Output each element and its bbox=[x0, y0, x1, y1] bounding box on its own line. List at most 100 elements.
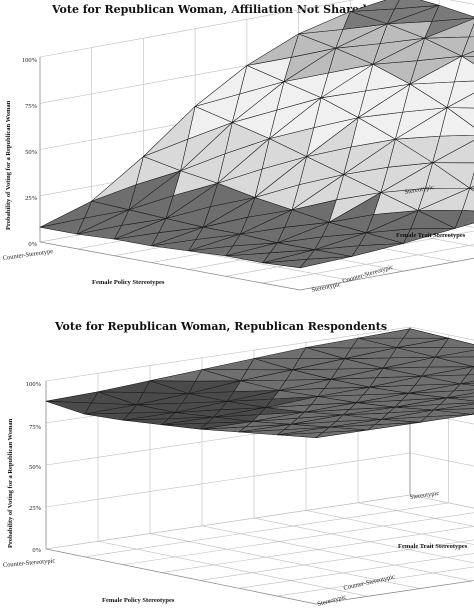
z-gridline bbox=[45, 494, 474, 550]
x-gridline bbox=[161, 525, 474, 573]
surface-facet bbox=[461, 50, 474, 57]
surface-facet bbox=[433, 403, 474, 411]
surface-facet bbox=[265, 396, 318, 408]
surface-facet bbox=[161, 416, 214, 425]
surface-facet bbox=[217, 138, 270, 184]
surface-facet bbox=[202, 197, 256, 228]
surface-facet bbox=[240, 209, 293, 235]
chart-2-xtick-high: Stereotypic bbox=[317, 593, 348, 607]
surface-facet bbox=[114, 218, 167, 240]
surface-facet bbox=[372, 37, 425, 65]
surface-facet bbox=[149, 369, 203, 382]
surface-facet bbox=[304, 402, 357, 413]
chart-1-ztick-50: 50% bbox=[25, 149, 38, 156]
chart-2-ytick-high: Stereotypic bbox=[409, 490, 439, 501]
surface-facet bbox=[380, 162, 433, 193]
surface-facet bbox=[213, 407, 266, 418]
surface-facet bbox=[240, 369, 293, 382]
chart-2-xlabel: Female Policy Stereotypes bbox=[102, 597, 175, 604]
surface-facet bbox=[298, 11, 351, 35]
surface-facet bbox=[128, 170, 181, 211]
surface-facet bbox=[246, 33, 299, 66]
surface-facet bbox=[292, 358, 345, 371]
surface-facet bbox=[369, 375, 422, 388]
chart-1-xtick-high: Stereotypic bbox=[311, 281, 342, 294]
surface-facet bbox=[45, 391, 99, 404]
surface-facet bbox=[306, 117, 359, 157]
surface-facet bbox=[39, 200, 92, 228]
surface-facet bbox=[277, 426, 330, 436]
surface-facet bbox=[136, 393, 189, 405]
surface-facet bbox=[366, 210, 419, 234]
surface-facet bbox=[201, 358, 255, 370]
surface-facet bbox=[469, 185, 474, 189]
surface-facet bbox=[421, 366, 474, 377]
surface-facet bbox=[382, 356, 436, 369]
surface-facet bbox=[417, 187, 470, 211]
x-gridline bbox=[200, 539, 474, 581]
chart-2-ztick-0: 0% bbox=[32, 547, 41, 554]
surface-facet bbox=[226, 390, 280, 402]
chart-1-xtick-low: Counter-Stereotype bbox=[2, 248, 53, 262]
chart-2-ztick-50: 50% bbox=[29, 464, 42, 471]
chart-2: Vote for Republican Woman, Republican Re… bbox=[3, 320, 474, 608]
surface-facet bbox=[291, 174, 344, 211]
surface-facet bbox=[395, 107, 448, 140]
chart-2-zlabel: Probability of Voting for a Republican W… bbox=[7, 418, 14, 548]
surface-facet bbox=[174, 401, 228, 413]
surface-facet bbox=[460, 380, 474, 385]
z-gridline bbox=[39, 0, 474, 58]
surface-facet bbox=[225, 242, 278, 257]
chart-1-zlabel: Probability of Voting for a Republican W… bbox=[5, 100, 12, 230]
surface-facet bbox=[330, 367, 384, 380]
chart-2-xtick-low: Counter-Stereotypic bbox=[3, 557, 56, 569]
chart-1: Vote for Republican Woman, Affiliation N… bbox=[2, 0, 474, 294]
surface-facet bbox=[151, 226, 204, 247]
chart-2-ylabel: Female Trait Stereotypes bbox=[398, 543, 468, 550]
x-gridline bbox=[277, 566, 474, 597]
y-gridline bbox=[97, 373, 369, 597]
surface-facet bbox=[262, 249, 315, 264]
surface-facet bbox=[283, 47, 336, 82]
surface-facet bbox=[188, 233, 241, 252]
surface-facet bbox=[432, 140, 474, 164]
x-gridline bbox=[123, 512, 474, 565]
surface-facet bbox=[232, 81, 285, 123]
surface-facet bbox=[97, 380, 151, 393]
chart-1-ylabel: Female Trait Stereotypes bbox=[396, 232, 466, 239]
surface-facet bbox=[305, 337, 359, 349]
surface-facet bbox=[269, 97, 322, 139]
surface-facet bbox=[350, 0, 400, 12]
surface-facet bbox=[278, 379, 332, 391]
surface-facet bbox=[200, 421, 253, 430]
surface-facet bbox=[317, 386, 370, 397]
surface-facet bbox=[357, 328, 411, 339]
surface-facet bbox=[188, 380, 241, 394]
surface-facet bbox=[45, 400, 92, 415]
chart-1-xlabel: Female Policy Stereotypes bbox=[92, 279, 165, 286]
surface-facet bbox=[446, 392, 474, 399]
surface-facet bbox=[76, 209, 130, 235]
chart-1-surface bbox=[39, 0, 474, 269]
surface-facet bbox=[328, 192, 382, 223]
surface-facet bbox=[290, 414, 344, 425]
surface-facet bbox=[165, 182, 218, 219]
surface-facet bbox=[356, 393, 409, 403]
surface-facet bbox=[314, 232, 367, 250]
surface-facet bbox=[91, 156, 144, 202]
surface-facet bbox=[342, 406, 396, 416]
surface-facet bbox=[238, 424, 292, 433]
axis-frame bbox=[39, 57, 474, 291]
chart-1-ztick-75: 75% bbox=[25, 103, 38, 110]
chart-1-ztick-100: 100% bbox=[22, 57, 38, 64]
surface-facet bbox=[394, 397, 448, 408]
surface-facet bbox=[194, 65, 248, 107]
surface-facet bbox=[344, 347, 397, 359]
surface-facet bbox=[461, 36, 474, 57]
surface-facet bbox=[434, 349, 474, 358]
surface-facet bbox=[254, 156, 307, 198]
surface-facet bbox=[358, 83, 411, 118]
chart-1-title: Vote for Republican Woman, Affiliation N… bbox=[51, 3, 367, 16]
surface-facet bbox=[253, 347, 307, 359]
